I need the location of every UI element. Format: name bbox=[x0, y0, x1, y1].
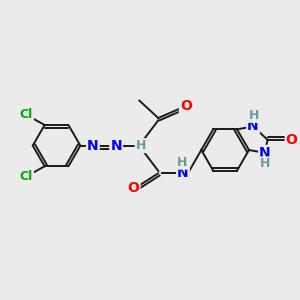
Text: H: H bbox=[177, 156, 188, 169]
Text: O: O bbox=[180, 99, 192, 113]
Text: Cl: Cl bbox=[20, 170, 33, 183]
Text: N: N bbox=[247, 119, 259, 134]
Text: N: N bbox=[110, 139, 122, 153]
Text: H: H bbox=[136, 139, 146, 152]
Text: H: H bbox=[260, 158, 271, 170]
Text: H: H bbox=[248, 109, 259, 122]
Text: N: N bbox=[87, 139, 99, 153]
Text: Cl: Cl bbox=[20, 108, 33, 121]
Text: N: N bbox=[177, 166, 189, 180]
Text: O: O bbox=[128, 181, 140, 195]
Text: N: N bbox=[259, 146, 271, 160]
Text: O: O bbox=[286, 133, 298, 147]
